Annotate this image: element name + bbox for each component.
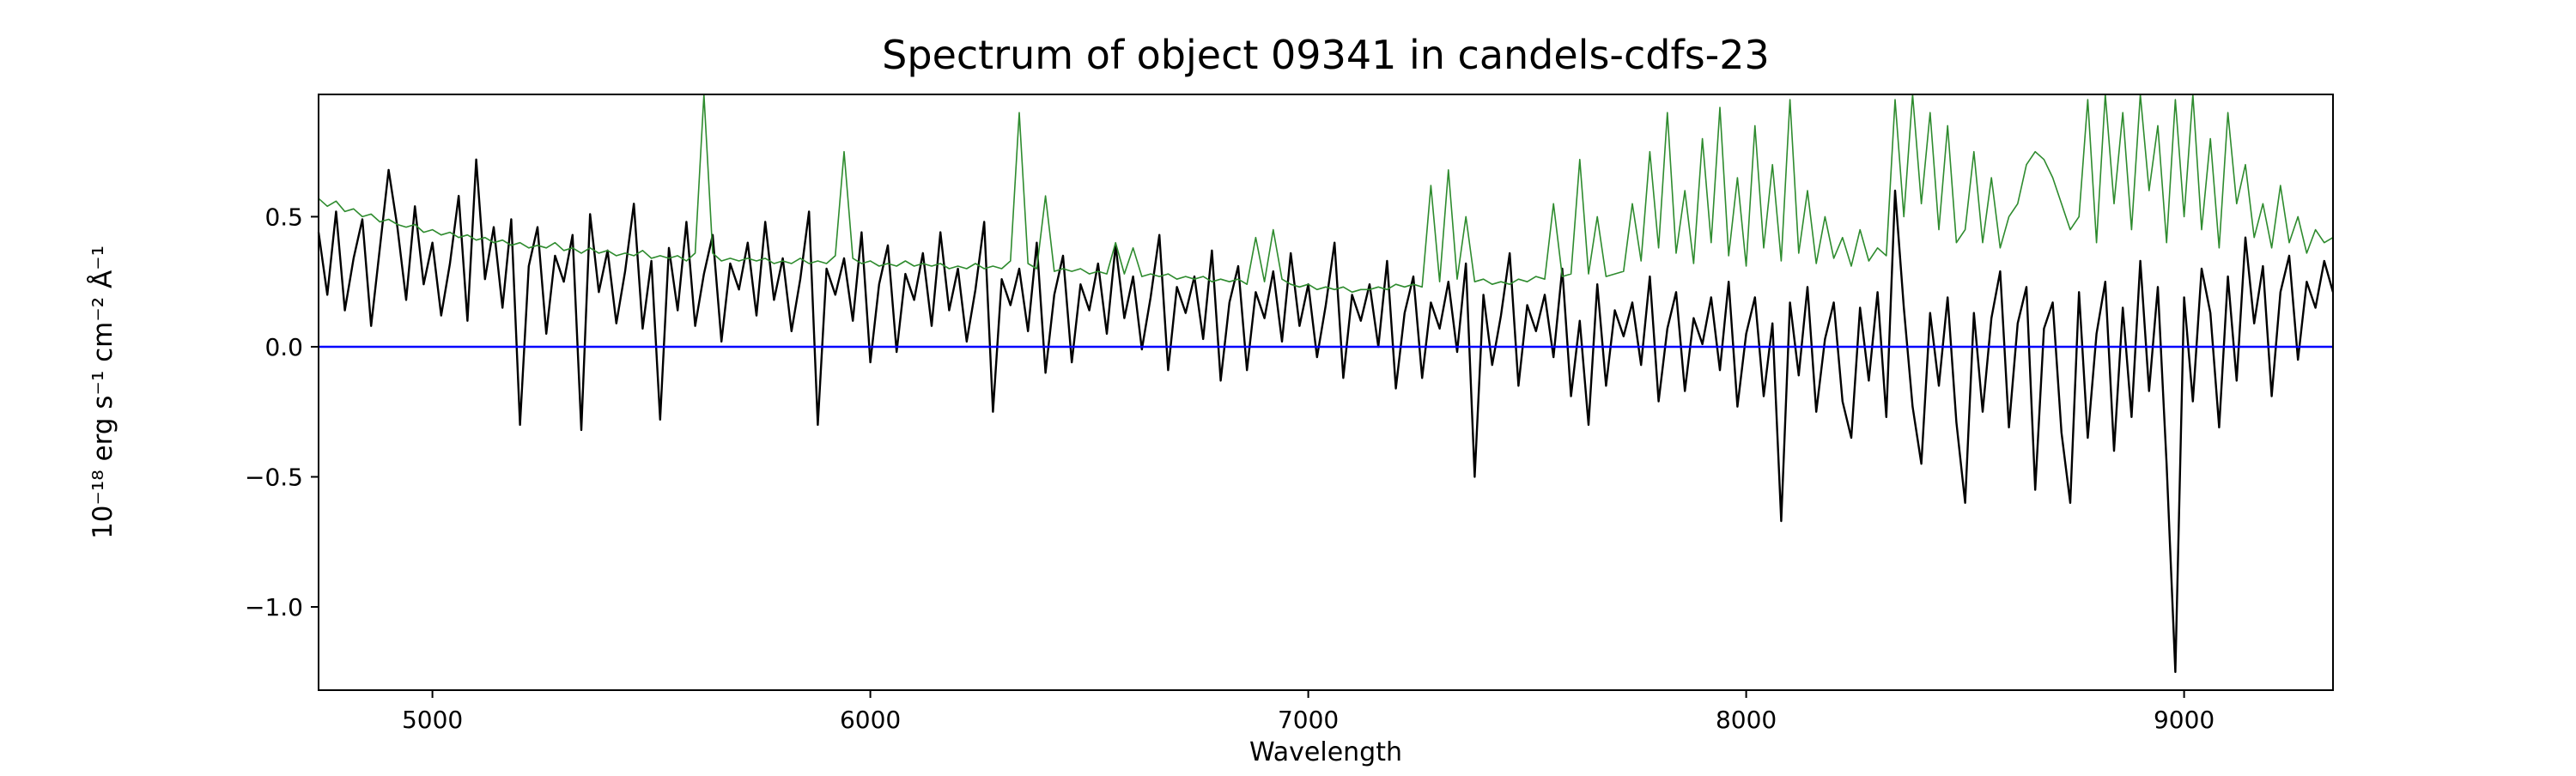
object-spectrum-line <box>317 158 2335 673</box>
x-tick-label: 7000 <box>1278 706 1339 734</box>
y-axis-label: 10⁻¹⁸ erg s⁻¹ cm⁻² Å⁻¹ <box>88 246 118 539</box>
x-tick-label: 8000 <box>1716 706 1777 734</box>
series-group <box>317 94 2335 673</box>
ticks-group: 5000 6000 7000 8000 9000 −1.0 −0.5 0.0 0.5 <box>245 203 2215 734</box>
y-tick-label: 0.0 <box>264 333 303 361</box>
chart-title: Spectrum of object 09341 in candels-cdfs… <box>882 32 1770 78</box>
x-tick-label: 9000 <box>2154 706 2215 734</box>
y-tick-label: 0.5 <box>264 203 303 231</box>
y-tick-label: −1.0 <box>245 593 303 621</box>
y-tick-label: −0.5 <box>245 463 303 491</box>
axes-border <box>318 94 2334 691</box>
x-axis-label: Wavelength <box>1249 737 1402 767</box>
x-tick-label: 6000 <box>840 706 901 734</box>
noise-spectrum-line <box>318 94 2334 294</box>
x-tick-label: 5000 <box>402 706 463 734</box>
